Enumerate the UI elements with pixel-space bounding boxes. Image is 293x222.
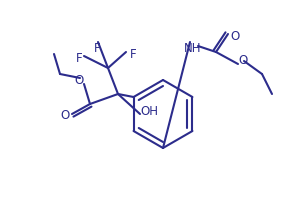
Text: F: F — [76, 52, 82, 65]
Text: NH: NH — [184, 42, 202, 56]
Text: OH: OH — [140, 105, 158, 119]
Text: O: O — [239, 54, 248, 67]
Text: F: F — [130, 48, 136, 61]
Text: O: O — [60, 109, 70, 123]
Text: O: O — [74, 73, 84, 87]
Text: O: O — [230, 30, 240, 44]
Text: F: F — [94, 42, 100, 54]
